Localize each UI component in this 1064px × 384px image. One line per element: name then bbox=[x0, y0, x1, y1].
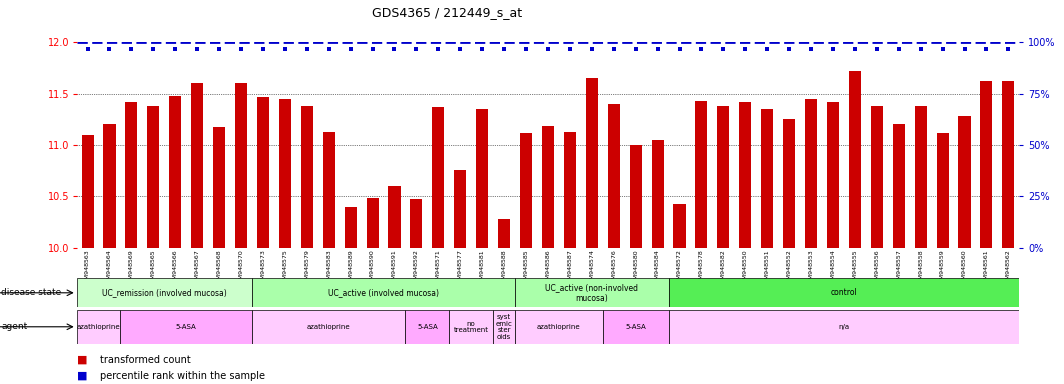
Bar bbox=[959, 116, 970, 248]
Text: ■: ■ bbox=[77, 355, 87, 365]
Bar bbox=[849, 71, 861, 248]
Bar bbox=[630, 145, 642, 248]
Bar bbox=[256, 97, 269, 248]
Bar bbox=[717, 106, 730, 248]
Text: UC_active (non-involved
mucosa): UC_active (non-involved mucosa) bbox=[546, 283, 638, 303]
Bar bbox=[542, 126, 554, 248]
Bar bbox=[449, 310, 493, 344]
Text: n/a: n/a bbox=[838, 324, 849, 330]
Bar bbox=[651, 140, 664, 248]
Bar bbox=[586, 78, 598, 248]
Bar bbox=[366, 199, 379, 248]
Bar bbox=[477, 109, 488, 248]
Text: percentile rank within the sample: percentile rank within the sample bbox=[100, 371, 265, 381]
Text: 5-ASA: 5-ASA bbox=[176, 324, 197, 330]
Bar bbox=[388, 186, 400, 248]
Bar bbox=[668, 310, 1019, 344]
Text: 5-ASA: 5-ASA bbox=[417, 324, 437, 330]
Text: 5-ASA: 5-ASA bbox=[626, 324, 646, 330]
Text: UC_remission (involved mucosa): UC_remission (involved mucosa) bbox=[102, 288, 227, 297]
Bar bbox=[82, 135, 94, 248]
Bar bbox=[120, 310, 252, 344]
Bar bbox=[603, 310, 668, 344]
Bar bbox=[103, 124, 116, 248]
Bar bbox=[739, 102, 751, 248]
Bar bbox=[783, 119, 795, 248]
Bar bbox=[252, 310, 405, 344]
Bar bbox=[520, 132, 532, 248]
Bar bbox=[301, 106, 313, 248]
Bar bbox=[192, 83, 203, 248]
Bar bbox=[411, 199, 422, 248]
Text: syst
emic
ster
oids: syst emic ster oids bbox=[496, 314, 513, 339]
Bar bbox=[696, 101, 708, 248]
Bar bbox=[668, 278, 1019, 307]
Bar bbox=[827, 102, 839, 248]
Bar bbox=[893, 124, 904, 248]
Text: agent: agent bbox=[1, 322, 28, 331]
Text: disease state: disease state bbox=[1, 288, 62, 297]
Bar bbox=[432, 107, 445, 248]
Bar bbox=[564, 132, 576, 248]
Bar bbox=[77, 278, 252, 307]
Bar bbox=[870, 106, 883, 248]
Bar bbox=[980, 81, 993, 248]
Bar bbox=[454, 170, 466, 248]
Bar bbox=[235, 83, 247, 248]
Text: UC_active (involved mucosa): UC_active (involved mucosa) bbox=[328, 288, 439, 297]
Bar bbox=[515, 278, 668, 307]
Bar bbox=[1002, 81, 1014, 248]
Text: azathioprine: azathioprine bbox=[537, 324, 581, 330]
Bar bbox=[515, 310, 603, 344]
Text: GDS4365 / 212449_s_at: GDS4365 / 212449_s_at bbox=[372, 6, 522, 19]
Bar bbox=[252, 278, 515, 307]
Bar bbox=[147, 106, 160, 248]
Text: azathioprine: azathioprine bbox=[77, 324, 120, 330]
Bar bbox=[498, 219, 510, 248]
Text: ■: ■ bbox=[77, 371, 87, 381]
Bar bbox=[674, 204, 685, 248]
Bar bbox=[405, 310, 449, 344]
Text: azathioprine: azathioprine bbox=[306, 324, 350, 330]
Bar bbox=[126, 102, 137, 248]
Bar bbox=[608, 104, 619, 248]
Text: control: control bbox=[831, 288, 858, 297]
Bar bbox=[915, 106, 927, 248]
Bar bbox=[936, 132, 949, 248]
Bar bbox=[169, 96, 181, 248]
Bar bbox=[279, 99, 290, 248]
Bar bbox=[805, 99, 817, 248]
Bar bbox=[322, 132, 335, 248]
Bar bbox=[213, 127, 226, 248]
Bar bbox=[761, 109, 774, 248]
Bar bbox=[345, 207, 356, 248]
Text: transformed count: transformed count bbox=[100, 355, 190, 365]
Bar bbox=[77, 310, 120, 344]
Text: no
treatment: no treatment bbox=[453, 321, 488, 333]
Bar bbox=[493, 310, 515, 344]
